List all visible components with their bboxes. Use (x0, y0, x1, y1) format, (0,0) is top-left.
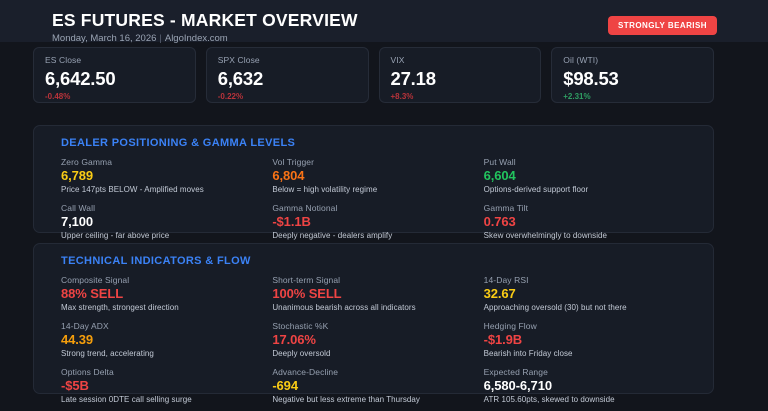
metric-note: Options-derived support floor (483, 185, 589, 194)
metric-note: Skew overwhelmingly to downside (483, 231, 608, 240)
metric-value: -$1.1B (272, 214, 311, 229)
subtitle-separator: | (159, 33, 162, 44)
kpi-card-spx-close: SPX Close 6,632 -0.22% (205, 47, 369, 103)
metric-note: Deeply oversold (272, 349, 331, 358)
metric-label: Short-term Signal (272, 275, 341, 285)
metric-note: Upper ceiling - far above price (61, 231, 170, 240)
kpi-value: $98.53 (563, 68, 619, 89)
metric-value: -$1.9B (483, 332, 523, 347)
report-date: Monday, March 16, 2026 (52, 33, 157, 44)
metric-note: Deeply negative - dealers amplify (272, 231, 393, 240)
metric-value: -$5B (61, 378, 89, 393)
metric-value: 6,804 (272, 168, 305, 183)
metric-label: Call Wall (61, 203, 96, 213)
metric-14-day-adx: 14-Day ADX 44.39 Strong trend, accelerat… (61, 320, 272, 360)
metric-label: 14-Day ADX (61, 321, 109, 331)
kpi-change: -0.48% (45, 92, 71, 101)
metric-label: 14-Day RSI (483, 275, 529, 285)
metric-label: Hedging Flow (483, 321, 537, 331)
metric-value: 44.39 (61, 332, 94, 347)
metric-composite-signal: Composite Signal 88% SELL Max strength, … (61, 274, 272, 314)
metric-label: Expected Range (483, 367, 548, 377)
kpi-label: Oil (WTI) (563, 55, 599, 65)
metric-stochastic-k: Stochastic %K 17.06% Deeply oversold (272, 320, 483, 360)
metric-note: Approaching oversold (30) but not there (483, 303, 627, 312)
metric-value: 17.06% (272, 332, 316, 347)
kpi-label: VIX (390, 55, 405, 65)
section-dealer-positioning: DEALER POSITIONING & GAMMA LEVELS Zero G… (33, 125, 714, 240)
metric-note: Unanimous bearish across all indicators (272, 303, 416, 312)
kpi-value: 27.18 (390, 68, 436, 89)
metric-call-wall: Call Wall 7,100 Upper ceiling - far abov… (61, 202, 272, 242)
kpi-label: ES Close (45, 55, 82, 65)
kpi-label: SPX Close (217, 55, 260, 65)
metric-value: 6,604 (483, 168, 516, 183)
metric-vol-trigger: Vol Trigger 6,804 Below = high volatilit… (272, 156, 483, 196)
metric-value: 88% SELL (61, 286, 124, 301)
metric-advance-decline: Advance-Decline -694 Negative but less e… (272, 366, 483, 406)
metric-note: Bearish into Friday close (483, 349, 573, 358)
metric-note: Below = high volatility regime (272, 185, 378, 194)
metric-label: Stochastic %K (272, 321, 329, 331)
metric-put-wall: Put Wall 6,604 Options-derived support f… (484, 156, 695, 196)
kpi-change: +8.3% (390, 92, 414, 101)
metric-hedging-flow: Hedging Flow -$1.9B Bearish into Friday … (484, 320, 695, 360)
metric-note: Negative but less extreme than Thursday (272, 395, 420, 404)
metric-value: 100% SELL (272, 286, 342, 301)
source-label: AlgoIndex.com (164, 33, 228, 44)
metric-label: Composite Signal (61, 275, 130, 285)
kpi-card-es-close: ES Close 6,642.50 -0.48% (33, 47, 196, 103)
kpi-value: 6,632 (217, 68, 264, 89)
section-title: TECHNICAL INDICATORS & FLOW (61, 255, 251, 267)
metric-label: Advance-Decline (272, 367, 339, 377)
metric-value: 0.763 (483, 214, 516, 229)
metric-note: ATR 105.60pts, skewed to downside (483, 395, 615, 404)
metric-value: 7,100 (61, 214, 94, 229)
metric-zero-gamma: Zero Gamma 6,789 Price 147pts BELOW - Am… (61, 156, 272, 196)
metric-gamma-notional: Gamma Notional -$1.1B Deeply negative - … (272, 202, 483, 242)
metric-note: Late session 0DTE call selling surge (61, 395, 192, 404)
page-header: ES FUTURES - MARKET OVERVIEW Monday, Mar… (0, 0, 768, 45)
metric-label: Options Delta (61, 367, 114, 377)
metric-label: Put Wall (483, 157, 516, 167)
metric-label: Zero Gamma (61, 157, 113, 167)
metric-grid: Composite Signal 88% SELL Max strength, … (34, 274, 713, 406)
metric-note: Strong trend, accelerating (61, 349, 154, 358)
kpi-change: +2.31% (563, 92, 591, 101)
kpi-card-oil-wti: Oil (WTI) $98.53 +2.31% (551, 47, 714, 103)
section-technical-indicators: TECHNICAL INDICATORS & FLOW Composite Si… (33, 243, 714, 404)
metric-grid: Zero Gamma 6,789 Price 147pts BELOW - Am… (34, 156, 713, 242)
metric-14-day-rsi: 14-Day RSI 32.67 Approaching oversold (3… (484, 274, 695, 314)
kpi-value: 6,642.50 (45, 68, 116, 89)
page-subtitle: Monday, March 16, 2026 | AlgoIndex.com (52, 31, 716, 45)
metric-options-delta: Options Delta -$5B Late session 0DTE cal… (61, 366, 272, 406)
metric-label: Gamma Tilt (483, 203, 529, 213)
metric-value: 6,789 (61, 168, 94, 183)
page-title: ES FUTURES - MARKET OVERVIEW (52, 10, 358, 30)
metric-gamma-tilt: Gamma Tilt 0.763 Skew overwhelmingly to … (484, 202, 695, 242)
metric-note: Price 147pts BELOW - Amplified moves (61, 185, 204, 194)
kpi-card-vix: VIX 27.18 +8.3% (378, 47, 542, 103)
metric-note: Max strength, strongest direction (61, 303, 179, 312)
status-badge: STRONGLY BEARISH (608, 16, 717, 35)
kpi-card-row: ES Close 6,642.50 -0.48% SPX Close 6,632… (33, 47, 714, 103)
kpi-change: -0.22% (217, 92, 244, 101)
metric-short-term-signal: Short-term Signal 100% SELL Unanimous be… (272, 274, 483, 314)
metric-value: 32.67 (483, 286, 516, 301)
metric-label: Vol Trigger (272, 157, 315, 167)
metric-label: Gamma Notional (272, 203, 338, 213)
metric-value: -694 (272, 378, 298, 393)
metric-expected-range: Expected Range 6,580-6,710 ATR 105.60pts… (484, 366, 695, 406)
section-title: DEALER POSITIONING & GAMMA LEVELS (61, 137, 296, 149)
metric-value: 6,580-6,710 (483, 378, 552, 393)
